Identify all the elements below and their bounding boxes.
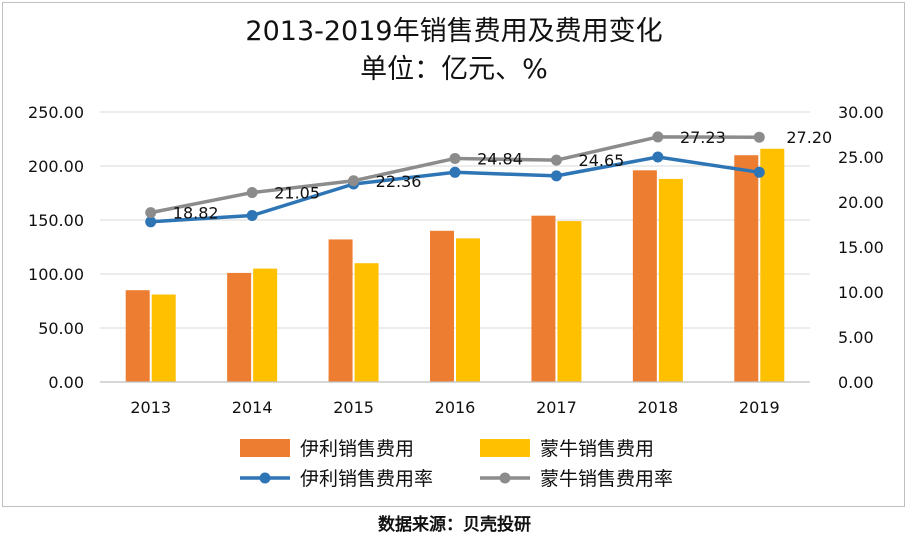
legend-marker	[259, 472, 271, 484]
source-note: 数据来源：贝壳投研	[378, 515, 531, 535]
bar-series	[125, 148, 785, 382]
bar-yili	[125, 290, 150, 382]
data-label: 27.20	[786, 128, 832, 147]
bar-yili	[328, 239, 353, 382]
bar-yili	[227, 272, 252, 382]
legend-swatch	[240, 439, 290, 457]
point-mengniu-rate	[652, 131, 664, 143]
data-label: 21.05	[274, 184, 320, 203]
point-mengniu-rate	[449, 152, 461, 164]
bar-mengniu	[760, 148, 785, 382]
x-tick-label: 2017	[536, 398, 577, 417]
left-tick-label: 100.00	[28, 265, 84, 284]
point-yili-rate	[550, 170, 562, 182]
legend-swatch	[480, 439, 530, 457]
x-tick-label: 2013	[130, 398, 171, 417]
line-series	[145, 131, 765, 228]
left-tick-label: 50.00	[38, 319, 84, 338]
right-tick-label: 15.00	[838, 238, 884, 257]
data-label: 24.65	[579, 151, 625, 170]
left-tick-label: 0.00	[48, 373, 84, 392]
right-tick-label: 5.00	[838, 328, 874, 347]
x-tick-label: 2016	[435, 398, 476, 417]
chart-title: 2013-2019年销售费用及费用变化	[245, 16, 662, 47]
right-tick-label: 25.00	[838, 148, 884, 167]
legend-label: 蒙牛销售费用	[540, 438, 654, 460]
x-tick-label: 2019	[739, 398, 780, 417]
left-tick-label: 200.00	[28, 157, 84, 176]
bar-yili	[632, 170, 657, 382]
legend-label: 伊利销售费用	[300, 438, 414, 460]
bar-mengniu	[151, 294, 176, 382]
point-yili-rate	[145, 216, 157, 228]
point-mengniu-rate	[753, 131, 765, 143]
point-yili-rate	[449, 166, 461, 178]
legend-label: 伊利销售费用率	[300, 468, 433, 490]
bar-mengniu	[456, 238, 480, 382]
axes: 0.00 50.00 100.00 150.00 200.00 250.00 0.00 5.0…	[28, 103, 884, 417]
right-tick-label: 30.00	[838, 103, 884, 122]
data-label: 18.82	[173, 204, 219, 223]
x-tick-label: 2014	[232, 398, 273, 417]
bar-yili	[734, 155, 759, 382]
legend-label: 蒙牛销售费用率	[540, 468, 673, 490]
x-tick-label: 2015	[333, 398, 374, 417]
bar-mengniu	[253, 268, 278, 382]
right-tick-label: 0.00	[838, 373, 874, 392]
data-labels: 18.82 21.05 22.36 24.84 24.65 27.23 27.20	[173, 128, 832, 223]
point-mengniu-rate	[550, 154, 562, 166]
x-tick-label: 2018	[637, 398, 678, 417]
left-tick-label: 150.00	[28, 211, 84, 230]
chart-subtitle: 单位：亿元、%	[360, 54, 548, 85]
bar-yili	[531, 215, 556, 382]
legend-marker	[499, 472, 511, 484]
bar-mengniu	[658, 178, 683, 382]
bar-mengniu	[354, 263, 379, 382]
point-mengniu-rate	[145, 207, 157, 219]
data-label: 22.36	[376, 172, 422, 191]
bar-mengniu	[557, 221, 582, 382]
gridlines	[100, 111, 810, 383]
bar-yili	[430, 230, 454, 382]
point-yili-rate	[652, 151, 664, 163]
data-label: 27.23	[680, 128, 726, 147]
left-tick-label: 250.00	[28, 103, 84, 122]
point-yili-rate	[246, 210, 258, 221]
right-tick-label: 10.00	[838, 283, 884, 302]
point-mengniu-rate	[246, 187, 258, 199]
right-tick-label: 20.00	[838, 193, 884, 212]
data-label: 24.84	[477, 149, 523, 168]
point-mengniu-rate	[348, 175, 360, 187]
point-yili-rate	[753, 166, 765, 178]
